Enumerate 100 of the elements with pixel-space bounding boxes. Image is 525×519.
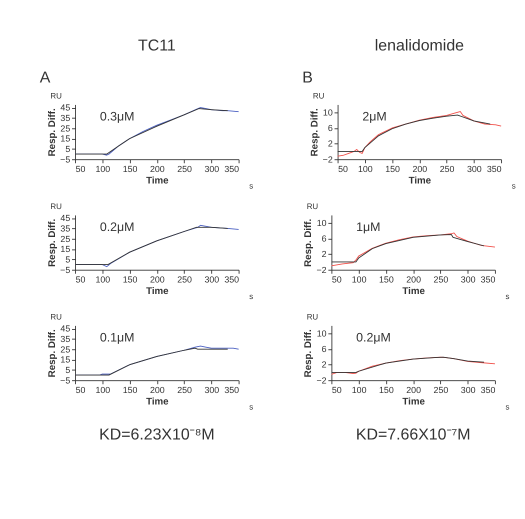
- x-tick-label: 150: [385, 164, 400, 174]
- x-tick-label: 50: [332, 274, 342, 285]
- annotation: 0.2μM: [356, 330, 391, 344]
- y-tick-label: 2: [328, 138, 333, 149]
- x-tick-label: 300: [204, 164, 220, 174]
- text: RU: [50, 202, 62, 211]
- annotation: 1μM: [356, 220, 380, 234]
- y-axis-title: Resp. Diff.: [309, 108, 320, 156]
- text: s: [506, 292, 510, 301]
- y-tick-label: 6: [322, 344, 327, 354]
- x-axis-title: Time: [146, 286, 170, 298]
- text: RU: [50, 312, 62, 322]
- y-tick-label: −5: [60, 154, 70, 164]
- y-tick-label: 35: [60, 113, 70, 124]
- x-tick-label: 50: [76, 164, 86, 174]
- x-tick-label: 300: [204, 385, 220, 396]
- y-tick-label: 45: [60, 102, 70, 113]
- y-tick-label: 15: [60, 354, 70, 365]
- y-tick-label: 5: [65, 254, 70, 265]
- annotation: 0.1μM: [100, 330, 134, 344]
- annotation: 2μM: [362, 109, 387, 124]
- x-tick-label: 250: [434, 274, 448, 285]
- x-tick-label: 100: [358, 164, 373, 174]
- y-tick-label: −5: [60, 264, 70, 275]
- x-tick-label: 250: [177, 164, 192, 174]
- x-tick-label: 250: [434, 385, 448, 396]
- text: KD=6.23X10⁻⁸M: [99, 426, 215, 444]
- y-tick-label: 6: [322, 234, 327, 244]
- y-tick-label: 35: [60, 334, 70, 344]
- x-tick-label: 100: [95, 385, 110, 396]
- text: RU: [50, 91, 62, 100]
- y-tick-label: 6: [328, 123, 333, 134]
- text: B: [302, 69, 313, 86]
- x-tick-label: 200: [406, 385, 422, 396]
- y-tick-label: 25: [60, 344, 70, 354]
- x-tick-label: 350: [224, 164, 240, 174]
- x-tick-label: 300: [460, 385, 476, 396]
- y-tick-label: 5: [65, 144, 70, 154]
- x-tick-label: 300: [204, 274, 220, 285]
- x-tick-label: 200: [150, 164, 165, 174]
- x-tick-label: 150: [379, 385, 394, 396]
- y-tick-label: −2: [316, 264, 327, 275]
- x-axis-title: Time: [408, 176, 432, 187]
- y-tick-label: 10: [316, 328, 327, 338]
- x-tick-label: 350: [224, 385, 240, 396]
- x-axis-title: Time: [146, 176, 170, 187]
- x-tick-label: 100: [352, 385, 367, 396]
- text: s: [506, 402, 510, 412]
- y-tick-label: −5: [60, 375, 70, 386]
- x-tick-label: 200: [412, 164, 428, 174]
- x-tick-label: 250: [177, 385, 192, 396]
- x-tick-label: 150: [122, 385, 138, 396]
- x-tick-label: 150: [379, 274, 394, 285]
- x-tick-label: 50: [76, 385, 86, 396]
- x-tick-label: 50: [332, 385, 342, 396]
- y-axis-title: Resp. Diff.: [46, 328, 58, 378]
- y-tick-label: 2: [322, 360, 327, 370]
- y-tick-label: 25: [60, 234, 70, 244]
- y-tick-label: 25: [60, 123, 70, 134]
- y-tick-label: −2: [316, 375, 327, 386]
- x-tick-label: 350: [224, 274, 240, 285]
- text: A: [40, 69, 51, 86]
- x-axis-title: Time: [402, 396, 426, 408]
- y-axis-title: Resp. Diff.: [46, 108, 58, 156]
- text: s: [512, 181, 516, 190]
- annotation: 0.3μM: [100, 109, 134, 124]
- x-tick-label: 150: [122, 164, 138, 174]
- y-tick-label: 45: [60, 213, 70, 224]
- x-tick-label: 50: [338, 164, 348, 174]
- x-tick-label: 300: [466, 164, 482, 174]
- x-tick-label: 200: [406, 274, 422, 285]
- x-tick-label: 100: [352, 274, 367, 285]
- text: s: [249, 402, 254, 412]
- annotation: 0.2μM: [100, 220, 134, 234]
- x-tick-label: 350: [480, 385, 496, 396]
- y-tick-label: −2: [322, 154, 333, 164]
- x-tick-label: 300: [460, 274, 476, 285]
- y-tick-label: 45: [60, 324, 70, 334]
- chart-title: lenalidomide: [374, 38, 464, 55]
- y-axis-title: Resp. Diff.: [303, 218, 314, 267]
- x-tick-label: 350: [486, 164, 502, 174]
- y-tick-label: 15: [60, 134, 70, 144]
- x-tick-label: 250: [440, 164, 455, 174]
- chart-title: TC11: [138, 38, 176, 55]
- x-tick-label: 200: [150, 385, 165, 396]
- x-tick-label: 350: [480, 274, 496, 285]
- x-tick-label: 100: [95, 274, 110, 285]
- x-tick-label: 150: [122, 274, 138, 285]
- y-tick-label: 5: [65, 364, 70, 375]
- x-tick-label: 50: [76, 274, 86, 285]
- text: RU: [306, 202, 318, 211]
- y-axis-title: Resp. Diff.: [46, 218, 58, 267]
- x-tick-label: 200: [150, 274, 165, 285]
- text: RU: [306, 312, 318, 322]
- x-tick-label: 100: [95, 164, 110, 174]
- text: s: [249, 292, 254, 301]
- x-axis-title: Time: [402, 286, 426, 298]
- text: s: [249, 181, 254, 190]
- x-axis-title: Time: [146, 396, 170, 408]
- text: KD=7.66X10⁻⁷M: [356, 426, 470, 444]
